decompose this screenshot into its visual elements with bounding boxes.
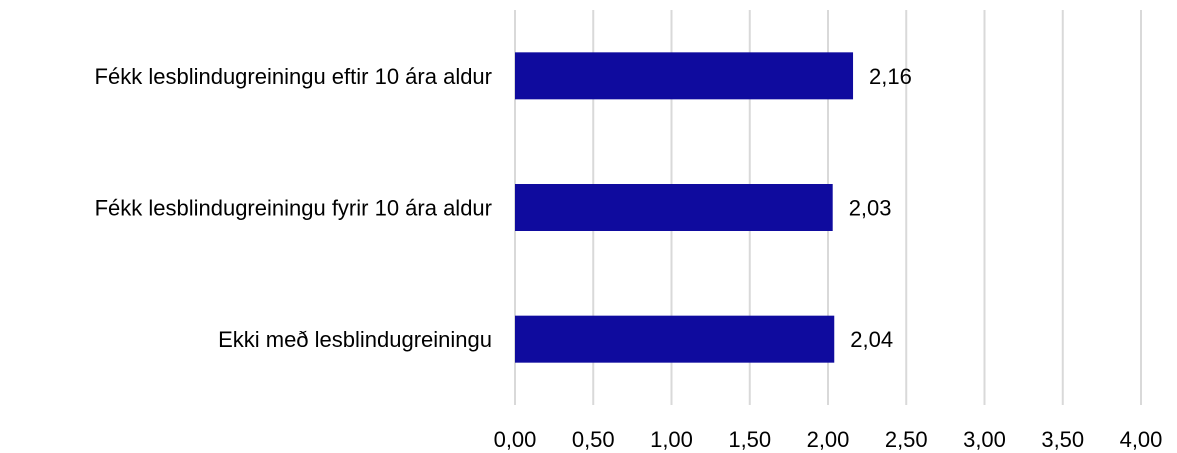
data-label: 2,03 xyxy=(849,196,892,221)
bars xyxy=(515,52,854,363)
x-tick-label: 0,00 xyxy=(494,427,537,452)
x-tick-label: 1,00 xyxy=(650,427,693,452)
bar xyxy=(515,184,833,231)
bar xyxy=(515,52,854,100)
x-tick-label: 2,50 xyxy=(885,427,928,452)
x-axis-tick-labels: 0,00 0,50 1,00 1,50 2,00 2,50 3,00 3,50 4,00 xyxy=(494,427,1163,452)
data-label: 2,04 xyxy=(850,327,893,352)
x-tick-label: 0,50 xyxy=(572,427,615,452)
x-tick-label: 2,00 xyxy=(807,427,850,452)
bar xyxy=(515,315,835,363)
data-labels: 2,16 2,03 2,04 xyxy=(849,64,912,352)
category-label: Fékk lesblindugreiningu fyrir 10 ára ald… xyxy=(95,196,492,221)
x-tick-label: 4,00 xyxy=(1120,427,1163,452)
data-label: 2,16 xyxy=(869,64,912,89)
category-label: Fékk lesblindugreiningu eftir 10 ára ald… xyxy=(95,64,492,89)
x-tick-label: 1,50 xyxy=(728,427,771,452)
category-label: Ekki með lesblindugreiningu xyxy=(218,327,492,352)
x-tick-label: 3,50 xyxy=(1041,427,1084,452)
category-labels: Fékk lesblindugreiningu eftir 10 ára ald… xyxy=(95,64,492,352)
x-tick-label: 3,00 xyxy=(963,427,1006,452)
